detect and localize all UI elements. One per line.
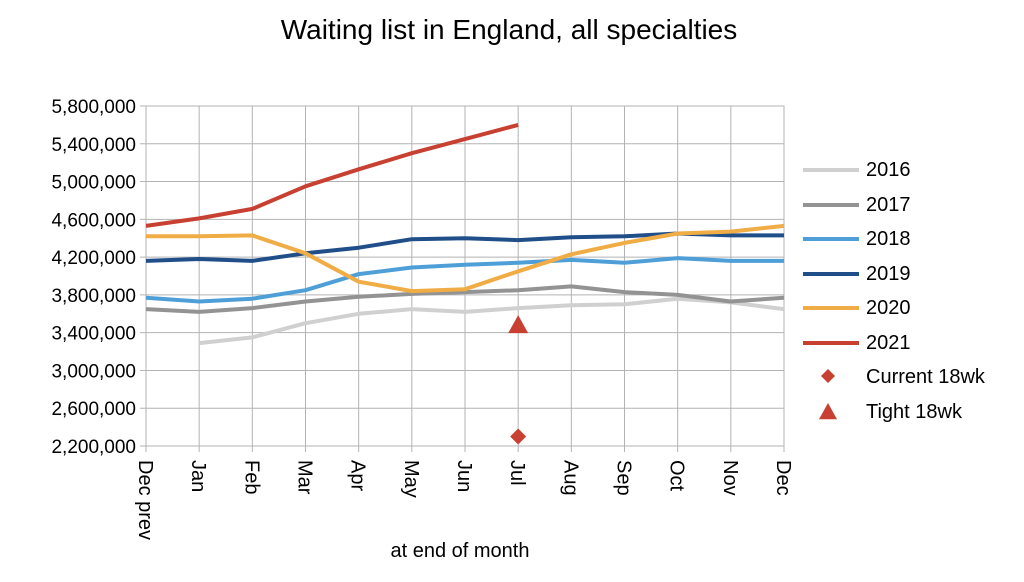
series-line-2021 <box>145 122 519 228</box>
x-tick-label: Feb <box>240 460 262 494</box>
plot-border <box>145 105 785 447</box>
x-tick-labels: Dec prev Jan Feb Mar Apr May Jun Jul Aug Sep Oct No… <box>134 460 794 540</box>
x-tick-label: Sep <box>613 460 635 496</box>
legend-label: 2020 <box>866 297 911 319</box>
legend-swatch <box>803 237 859 241</box>
chart-title: Waiting list in England, all specialties <box>280 14 738 45</box>
y-tick-label: 5,000,000 <box>51 173 136 194</box>
legend-swatch <box>803 202 859 207</box>
marker-current-18wk <box>510 428 527 445</box>
x-tick-label: Oct <box>666 460 688 492</box>
legend-item-2017: 2017 <box>800 191 1020 221</box>
y-tick-label: 4,200,000 <box>51 248 136 269</box>
series-line-2018 <box>145 256 784 304</box>
x-axis-title: at end of month <box>390 540 530 562</box>
legend-label: 2016 <box>866 159 911 181</box>
legend-label: 2021 <box>866 331 911 354</box>
x-tick-label: Dec <box>772 460 794 496</box>
x-tick-label: Apr <box>347 460 369 491</box>
legend-swatch <box>803 271 859 276</box>
y-tick-label: 4,600,000 <box>51 210 136 231</box>
marker-tight-18wk <box>508 315 529 334</box>
legend-swatch <box>803 340 859 345</box>
legend-swatch <box>803 168 859 172</box>
series-markers <box>508 315 529 445</box>
legend-item-2021: 2021 <box>800 329 1020 359</box>
gridlines <box>145 105 785 447</box>
legend-label: Current 18wk <box>866 366 985 388</box>
x-tick-label: Dec prev <box>134 460 156 540</box>
y-tick-label: 3,800,000 <box>51 286 136 307</box>
x-tick-label: Aug <box>559 460 581 496</box>
y-tick-label: 3,400,000 <box>51 324 136 345</box>
x-tick-label: May <box>400 460 422 498</box>
legend-item-2018: 2018 <box>800 225 1020 255</box>
legend-label: 2019 <box>866 262 911 285</box>
legend-item-tight-18wk: Tight 18wk <box>800 398 1020 428</box>
legend-item-2020: 2020 <box>800 294 1020 324</box>
y-tick-labels: 2,200,000 2,600,000 3,000,000 3,400,000 3,80… <box>51 97 136 458</box>
y-tick-label: 5,400,000 <box>51 135 136 156</box>
y-tick-label: 5,800,000 <box>51 97 136 118</box>
y-tick-label: 2,600,000 <box>51 399 136 420</box>
legend-item-current-18wk: Current 18wk <box>800 363 1020 393</box>
triangle-marker-icon <box>819 402 837 419</box>
legend-label: 2018 <box>866 228 911 250</box>
y-tick-label: 2,200,000 <box>51 437 136 458</box>
axes <box>140 105 785 452</box>
x-tick-label: Mar <box>294 460 316 495</box>
series-line-2017 <box>145 284 785 314</box>
series-line-2016 <box>198 296 785 346</box>
x-tick-label: Jan <box>187 460 209 492</box>
legend-swatch <box>803 306 859 310</box>
legend-item-2019: 2019 <box>800 260 1020 290</box>
diamond-marker-icon <box>821 369 835 383</box>
legend-item-2016: 2016 <box>800 156 1020 186</box>
x-tick-label: Nov <box>719 460 741 496</box>
y-tick-label: 3,000,000 <box>51 361 136 382</box>
legend-label: Tight 18wk <box>866 400 962 423</box>
series-line-2020 <box>146 223 785 294</box>
legend-label: 2017 <box>866 193 911 216</box>
x-tick-label: Jun <box>453 460 475 492</box>
series-lines <box>145 122 785 346</box>
x-tick-label: Jul <box>506 460 528 486</box>
